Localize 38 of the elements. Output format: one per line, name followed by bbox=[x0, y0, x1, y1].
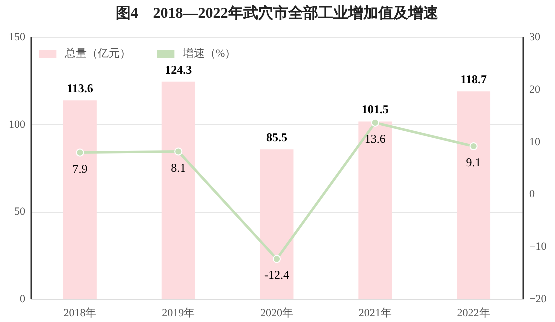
point bbox=[272, 255, 282, 264]
bar bbox=[457, 92, 491, 299]
bar bbox=[63, 100, 97, 299]
data-label: 7.9 bbox=[72, 162, 88, 176]
data-label: 118.7 bbox=[460, 72, 487, 87]
data-label: 101.5 bbox=[362, 102, 389, 117]
y2-tick-label: 20 bbox=[530, 84, 541, 96]
data-label: 85.5 bbox=[266, 130, 288, 145]
y2-tick-label: −20 bbox=[530, 294, 548, 306]
chart-title: 图4 2018—2022年武穴市全部工业增加值及增速 bbox=[116, 4, 440, 22]
point bbox=[174, 148, 183, 156]
x-tick-label: 2021年 bbox=[358, 308, 392, 320]
y-tick-label: 150 bbox=[9, 32, 26, 44]
y-tick-label: 50 bbox=[14, 206, 26, 218]
y2-tick-label: −10 bbox=[530, 241, 548, 254]
y2-tick-label: 10 bbox=[530, 136, 541, 148]
y-tick-label: 0 bbox=[20, 294, 26, 306]
bar bbox=[162, 82, 196, 299]
x-tick-label: 2022年 bbox=[457, 308, 490, 320]
bar bbox=[358, 122, 392, 299]
legend-label: 增速（%） bbox=[182, 47, 236, 60]
y-tick-label: 100 bbox=[9, 118, 26, 131]
point bbox=[371, 118, 380, 127]
point bbox=[470, 142, 478, 151]
y2-tick-label: 0 bbox=[530, 188, 536, 201]
x-tick-label: 2018年 bbox=[64, 308, 97, 320]
y2-tick-label: 30 bbox=[530, 32, 541, 44]
data-label: 8.1 bbox=[171, 160, 186, 175]
bar bbox=[260, 150, 294, 299]
data-label: 113.6 bbox=[67, 82, 94, 96]
x-tick-label: 2020年 bbox=[260, 308, 294, 320]
point bbox=[76, 148, 84, 157]
data-label: 13.6 bbox=[364, 132, 386, 146]
data-label: 9.1 bbox=[466, 156, 482, 170]
data-label: 124.3 bbox=[165, 62, 192, 77]
legend-label: 总量（亿元） bbox=[64, 47, 131, 60]
data-label: -12.4 bbox=[264, 268, 290, 282]
x-tick-label: 2019年 bbox=[162, 308, 196, 320]
